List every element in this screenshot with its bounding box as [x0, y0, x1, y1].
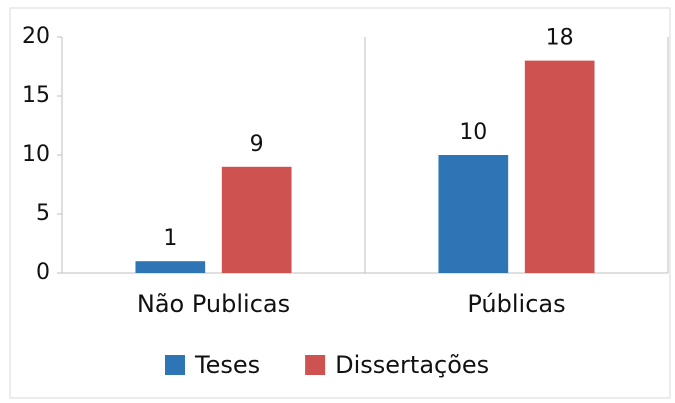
- bar: [221, 166, 292, 273]
- legend-swatch: [305, 355, 326, 375]
- y-tick-label: 0: [36, 260, 50, 285]
- data-label: 1: [163, 226, 177, 251]
- y-tick-label: 10: [22, 142, 50, 167]
- legend-label: Dissertações: [335, 351, 489, 379]
- data-label: 18: [546, 26, 574, 51]
- y-tick-label: 15: [22, 83, 50, 108]
- data-label: 9: [250, 132, 264, 157]
- x-tick-label: Públicas: [467, 290, 565, 318]
- data-label: 10: [459, 120, 487, 145]
- x-tick-label: Não Publicas: [137, 290, 290, 318]
- legend-swatch: [165, 355, 185, 375]
- legend-label: Teses: [194, 351, 260, 379]
- y-tick-label: 5: [36, 201, 50, 226]
- chart-frame: [9, 7, 671, 399]
- bar: [524, 60, 595, 273]
- bar: [438, 155, 509, 273]
- bar: [135, 261, 206, 273]
- y-tick-label: 20: [22, 24, 50, 49]
